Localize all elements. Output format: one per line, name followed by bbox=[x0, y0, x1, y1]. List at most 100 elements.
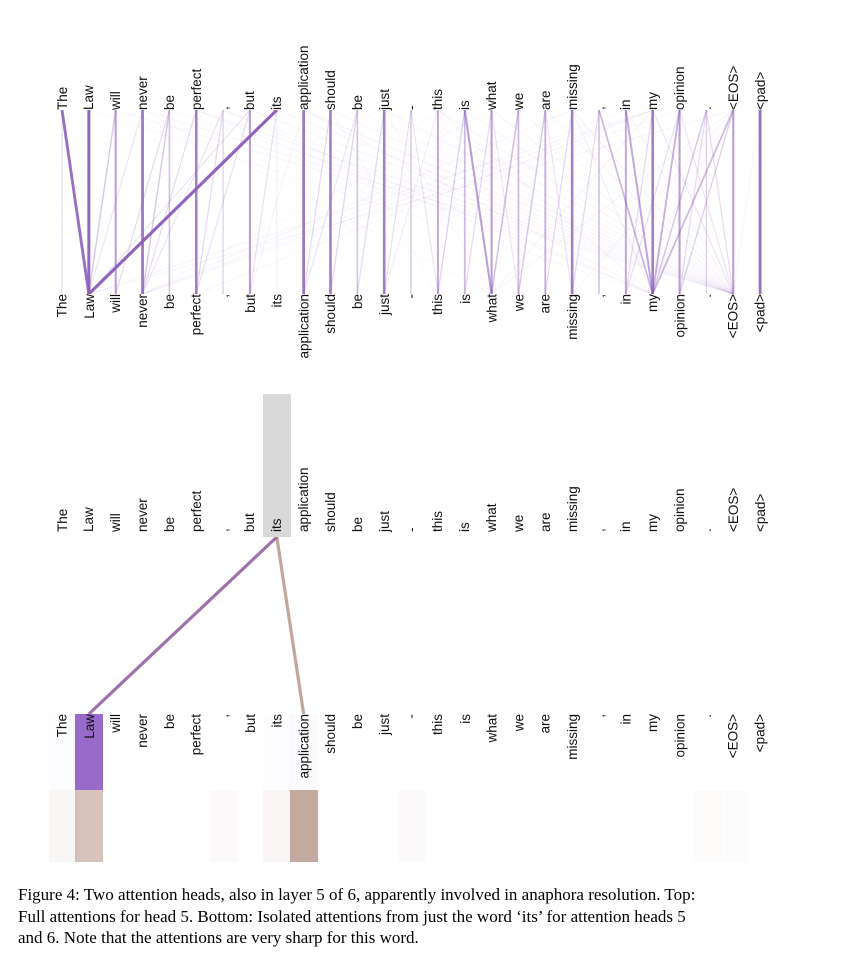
token-label: <EOS> bbox=[725, 294, 741, 339]
token-label: The bbox=[54, 294, 70, 318]
attention-line bbox=[437, 110, 734, 294]
attention-line bbox=[115, 110, 734, 294]
attention-line bbox=[679, 110, 734, 294]
attention-line bbox=[276, 110, 734, 294]
attention-line bbox=[651, 110, 735, 294]
attention-line bbox=[196, 110, 653, 294]
token-label: this bbox=[430, 294, 446, 316]
token-label: in bbox=[618, 99, 634, 110]
attention-line bbox=[141, 110, 197, 294]
token-label: , bbox=[591, 528, 607, 532]
isolated-attention-line bbox=[275, 537, 306, 714]
attention-line bbox=[491, 110, 734, 294]
token-label: its bbox=[269, 294, 285, 308]
token-label: my bbox=[645, 514, 661, 532]
token-label: but bbox=[242, 513, 258, 532]
token-label: will bbox=[108, 91, 124, 110]
token-label: is bbox=[457, 714, 473, 724]
token-label: Law bbox=[81, 714, 97, 739]
attention-weight-box bbox=[397, 790, 426, 862]
attention-line bbox=[490, 110, 520, 294]
token-label: this bbox=[430, 510, 446, 532]
token-label: this bbox=[430, 714, 446, 736]
token-label: , bbox=[215, 294, 231, 298]
token-label: . bbox=[698, 528, 714, 532]
attention-line bbox=[571, 110, 600, 294]
token-label: be bbox=[349, 714, 365, 730]
token-label: - bbox=[403, 527, 419, 533]
attention-line bbox=[303, 110, 332, 294]
token-label: application bbox=[296, 294, 312, 359]
token-label: is bbox=[457, 522, 473, 532]
isolated-attention-line bbox=[87, 537, 278, 714]
token-label: The bbox=[54, 714, 70, 738]
token-label: just bbox=[376, 714, 392, 736]
attention-line bbox=[303, 110, 734, 294]
attention-weight-box bbox=[209, 790, 238, 862]
token-label: will bbox=[108, 294, 124, 313]
token-label: perfect bbox=[188, 294, 204, 336]
attention-line bbox=[652, 110, 734, 294]
token-label: opinion bbox=[672, 66, 688, 110]
attention-line bbox=[410, 110, 439, 294]
attention-line bbox=[437, 110, 466, 294]
attention-line bbox=[357, 110, 734, 294]
token-label: <EOS> bbox=[725, 487, 741, 532]
attention-line bbox=[195, 110, 224, 294]
attention-line bbox=[383, 110, 439, 294]
token-label: <pad> bbox=[752, 493, 768, 532]
token-label: is bbox=[457, 100, 473, 110]
token-label: this bbox=[430, 88, 446, 110]
attention-line bbox=[249, 110, 278, 294]
token-label: we bbox=[510, 294, 526, 312]
token-label: opinion bbox=[672, 488, 688, 532]
token-label: its bbox=[269, 518, 285, 533]
attention-line bbox=[356, 110, 385, 294]
token-label: perfect bbox=[188, 714, 204, 756]
token-label: my bbox=[645, 294, 661, 312]
token-label: opinion bbox=[672, 294, 688, 338]
caption-line: Figure 4: Two attention heads, also in l… bbox=[18, 885, 696, 904]
attention-line bbox=[437, 110, 654, 294]
attention-line bbox=[544, 110, 573, 294]
attention-line bbox=[544, 110, 573, 294]
attention-line bbox=[705, 110, 734, 294]
token-label: be bbox=[349, 516, 365, 532]
token-label: Law bbox=[81, 85, 97, 110]
token-label: The bbox=[54, 508, 70, 532]
token-label: The bbox=[54, 86, 70, 110]
token-label: be bbox=[161, 516, 177, 532]
attention-line bbox=[142, 110, 492, 294]
attention-line bbox=[624, 110, 654, 294]
token-label: should bbox=[323, 70, 338, 110]
attention-line bbox=[383, 110, 412, 294]
token-label: missing bbox=[564, 714, 580, 760]
token-label: <pad> bbox=[752, 294, 768, 333]
attention-weight-box bbox=[290, 790, 319, 862]
attention-weight-box bbox=[48, 790, 77, 862]
attention-line bbox=[651, 110, 681, 294]
token-label: but bbox=[242, 294, 258, 313]
attention-line bbox=[169, 110, 734, 294]
attention-weight-box bbox=[693, 790, 721, 862]
attention-weight-box bbox=[75, 714, 104, 790]
token-label: are bbox=[537, 90, 553, 110]
attention-line bbox=[491, 110, 519, 294]
token-label: my bbox=[645, 92, 661, 110]
attention-line bbox=[464, 110, 734, 294]
attention-line bbox=[678, 110, 734, 294]
token-label: , bbox=[215, 528, 231, 532]
token-label: are bbox=[537, 294, 553, 314]
token-label: my bbox=[645, 714, 661, 732]
token-label: what bbox=[484, 503, 500, 532]
token-label: <pad> bbox=[752, 71, 768, 110]
attention-line bbox=[383, 110, 734, 294]
token-label: never bbox=[135, 498, 151, 532]
token-label: <EOS> bbox=[725, 714, 741, 759]
attention-weight-box bbox=[75, 790, 104, 862]
token-label: will bbox=[108, 714, 124, 733]
attention-weight-box bbox=[720, 790, 748, 862]
token-label: be bbox=[349, 294, 365, 310]
token-label: Law bbox=[81, 507, 97, 532]
